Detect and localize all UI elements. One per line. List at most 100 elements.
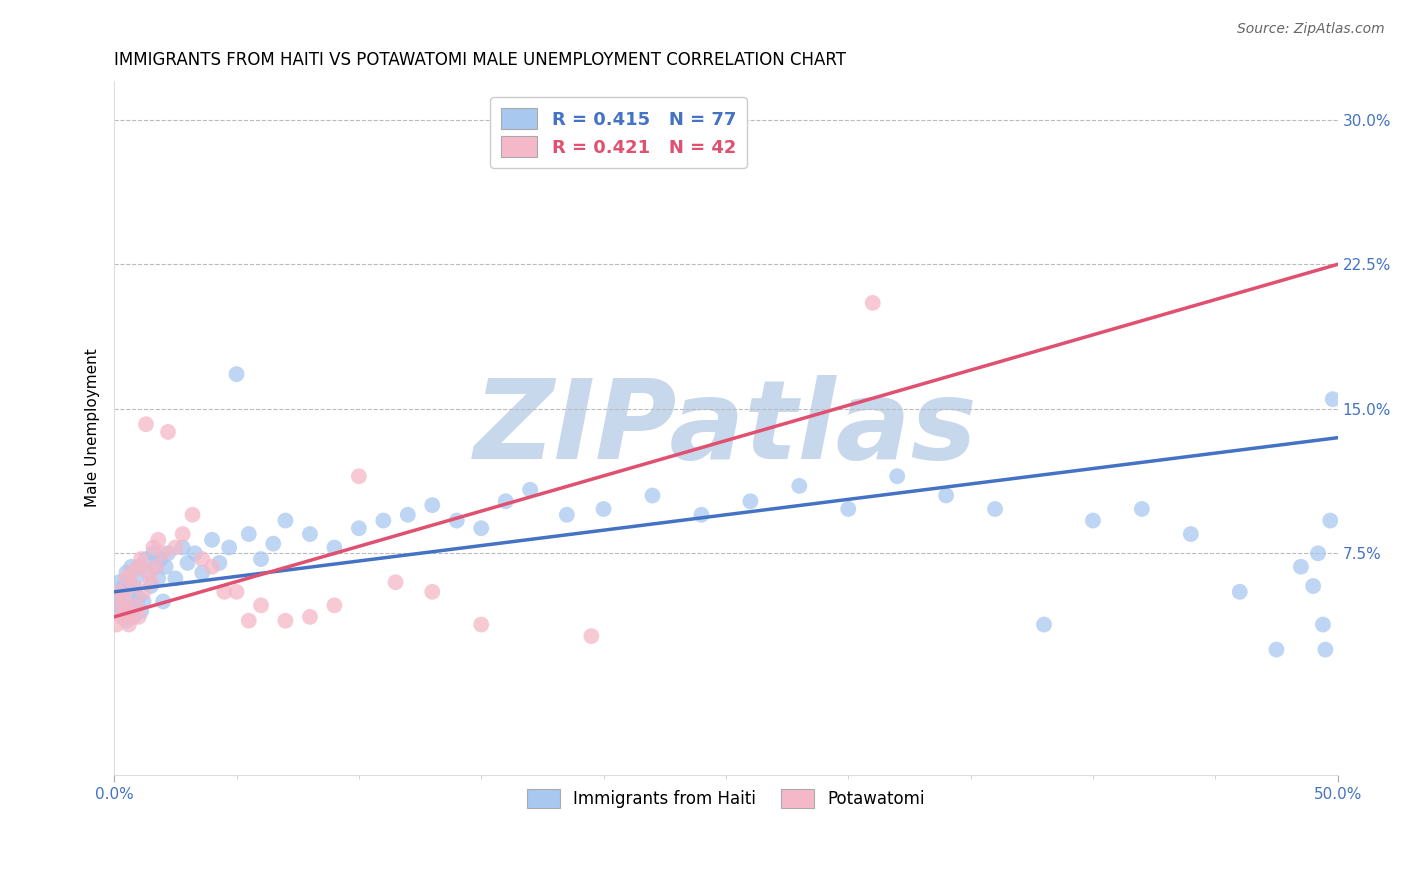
Point bbox=[1033, 617, 1056, 632]
Point bbox=[191, 552, 214, 566]
Point bbox=[384, 575, 406, 590]
Point bbox=[176, 556, 198, 570]
Point bbox=[396, 508, 419, 522]
Point bbox=[935, 488, 957, 502]
Point bbox=[142, 541, 165, 555]
Point bbox=[1081, 514, 1104, 528]
Point bbox=[984, 502, 1007, 516]
Text: Source: ZipAtlas.com: Source: ZipAtlas.com bbox=[1237, 22, 1385, 37]
Point bbox=[470, 617, 492, 632]
Point bbox=[128, 591, 150, 605]
Point bbox=[129, 552, 152, 566]
Point bbox=[323, 599, 346, 613]
Point bbox=[250, 599, 273, 613]
Point bbox=[191, 566, 214, 580]
Point bbox=[112, 591, 135, 605]
Point bbox=[112, 579, 135, 593]
Point bbox=[148, 571, 170, 585]
Point bbox=[298, 527, 321, 541]
Point bbox=[172, 527, 194, 541]
Point bbox=[118, 599, 141, 613]
Point bbox=[112, 610, 135, 624]
Point bbox=[581, 629, 603, 643]
Point bbox=[641, 488, 664, 502]
Point bbox=[110, 599, 132, 613]
Point bbox=[208, 556, 231, 570]
Point bbox=[110, 604, 132, 618]
Point bbox=[592, 502, 614, 516]
Point bbox=[886, 469, 908, 483]
Point bbox=[155, 559, 177, 574]
Point bbox=[118, 617, 141, 632]
Point bbox=[201, 533, 224, 547]
Point bbox=[120, 604, 142, 618]
Point bbox=[495, 494, 517, 508]
Point bbox=[108, 575, 131, 590]
Point bbox=[125, 599, 148, 613]
Point bbox=[122, 610, 145, 624]
Point bbox=[181, 508, 204, 522]
Point bbox=[1180, 527, 1202, 541]
Point bbox=[122, 579, 145, 593]
Point bbox=[132, 584, 155, 599]
Point bbox=[740, 494, 762, 508]
Point bbox=[148, 533, 170, 547]
Point bbox=[262, 536, 284, 550]
Point bbox=[420, 584, 443, 599]
Point bbox=[118, 575, 141, 590]
Point bbox=[274, 514, 297, 528]
Point bbox=[128, 559, 150, 574]
Point bbox=[298, 610, 321, 624]
Y-axis label: Male Unemployment: Male Unemployment bbox=[86, 349, 100, 508]
Point bbox=[214, 584, 236, 599]
Point bbox=[165, 541, 187, 555]
Point bbox=[1319, 514, 1341, 528]
Point bbox=[120, 566, 142, 580]
Point bbox=[165, 571, 187, 585]
Text: ZIPatlas: ZIPatlas bbox=[474, 375, 977, 482]
Point bbox=[108, 584, 131, 599]
Point bbox=[555, 508, 578, 522]
Point bbox=[172, 541, 194, 555]
Point bbox=[120, 610, 142, 624]
Legend: Immigrants from Haiti, Potawatomi: Immigrants from Haiti, Potawatomi bbox=[520, 782, 932, 815]
Point bbox=[120, 559, 142, 574]
Text: IMMIGRANTS FROM HAITI VS POTAWATOMI MALE UNEMPLOYMENT CORRELATION CHART: IMMIGRANTS FROM HAITI VS POTAWATOMI MALE… bbox=[114, 51, 846, 69]
Point bbox=[142, 546, 165, 560]
Point bbox=[238, 614, 260, 628]
Point bbox=[347, 521, 370, 535]
Point bbox=[105, 617, 128, 632]
Point bbox=[1302, 579, 1324, 593]
Point bbox=[225, 367, 247, 381]
Point bbox=[115, 571, 138, 585]
Point bbox=[789, 479, 811, 493]
Point bbox=[128, 610, 150, 624]
Point bbox=[373, 514, 395, 528]
Point bbox=[129, 604, 152, 618]
Point bbox=[201, 559, 224, 574]
Point bbox=[149, 552, 172, 566]
Point bbox=[1315, 642, 1337, 657]
Point bbox=[837, 502, 859, 516]
Point bbox=[128, 559, 150, 574]
Point bbox=[125, 599, 148, 613]
Point bbox=[145, 559, 167, 574]
Point bbox=[138, 566, 160, 580]
Point bbox=[274, 614, 297, 628]
Point bbox=[1229, 584, 1251, 599]
Point bbox=[862, 296, 884, 310]
Point bbox=[446, 514, 468, 528]
Point bbox=[1322, 392, 1344, 407]
Point bbox=[1306, 546, 1329, 560]
Point bbox=[323, 541, 346, 555]
Point bbox=[108, 599, 131, 613]
Point bbox=[157, 546, 180, 560]
Point bbox=[138, 566, 160, 580]
Point bbox=[238, 527, 260, 541]
Point bbox=[1289, 559, 1312, 574]
Point bbox=[218, 541, 240, 555]
Point bbox=[184, 546, 207, 560]
Point bbox=[250, 552, 273, 566]
Point bbox=[225, 584, 247, 599]
Point bbox=[135, 417, 157, 432]
